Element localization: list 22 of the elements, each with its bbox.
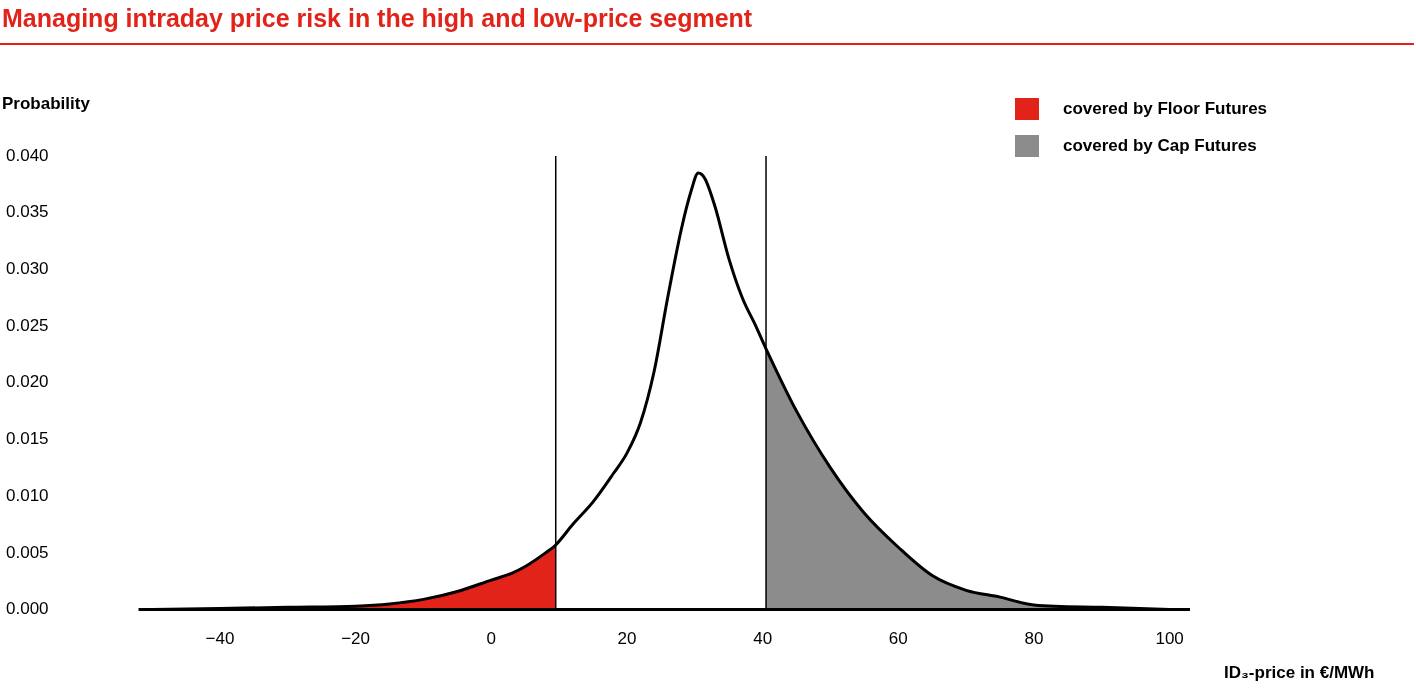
y-tick-label: 0.030 bbox=[6, 259, 49, 279]
x-tick-label: 100 bbox=[1155, 629, 1184, 649]
x-tick-label: 0 bbox=[486, 629, 497, 649]
y-tick-label: 0.015 bbox=[6, 429, 49, 449]
x-tick-label: −20 bbox=[341, 629, 371, 649]
y-tick-label: 0.000 bbox=[6, 599, 49, 619]
x-tick-label: 60 bbox=[888, 629, 908, 649]
x-tick-label: 40 bbox=[753, 629, 773, 649]
x-tick-label: 80 bbox=[1024, 629, 1044, 649]
legend-label: covered by Cap Futures bbox=[1063, 135, 1257, 156]
y-tick-label: 0.035 bbox=[6, 202, 49, 222]
x-tick-label: −40 bbox=[205, 629, 235, 649]
chart-title: Managing intraday price risk in the high and low-price segment bbox=[2, 4, 753, 33]
x-tick-label: 20 bbox=[617, 629, 637, 649]
y-tick-label: 0.010 bbox=[6, 485, 49, 505]
y-tick-label: 0.040 bbox=[6, 145, 49, 165]
x-axis-title: ID₃-price in €/MWh bbox=[1224, 663, 1375, 683]
y-axis-title: Probability bbox=[2, 94, 90, 114]
y-tick-label: 0.020 bbox=[6, 372, 49, 392]
y-tick-label: 0.025 bbox=[6, 315, 49, 335]
legend-label: covered by Floor Futures bbox=[1063, 98, 1268, 119]
y-tick-label: 0.005 bbox=[6, 542, 49, 562]
